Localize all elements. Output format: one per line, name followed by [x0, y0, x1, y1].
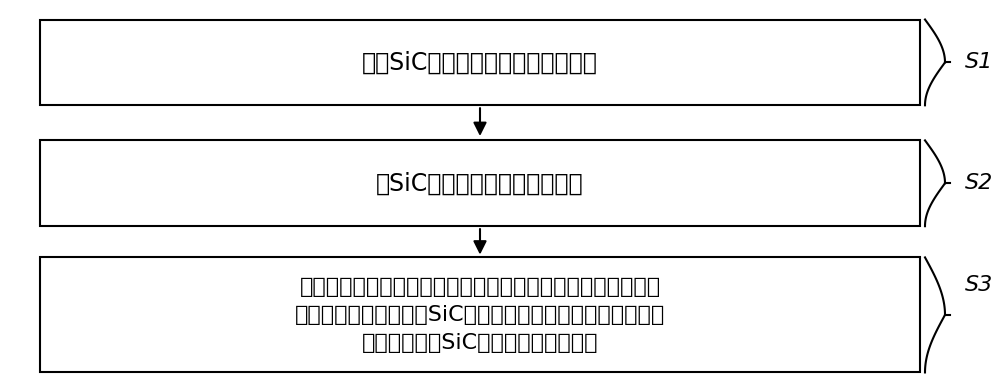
Text: 获取SiC半导体片材的表面温度信息: 获取SiC半导体片材的表面温度信息: [362, 50, 598, 74]
Bar: [40, 140, 920, 226]
Text: 在表面温度信息达到预设的第一温度阈值时，利用低于单晶硅
熔点温度的加热温度对SiC半导体片材进行移动性的电子束加
热，直至完成SiC半导体片材退火处理: 在表面温度信息达到预设的第一温度阈值时，利用低于单晶硅 熔点温度的加热温度对Si…: [295, 277, 665, 353]
Text: S1: S1: [965, 52, 993, 73]
Bar: [40, 257, 920, 372]
Bar: [40, 20, 920, 105]
Text: 对SiC半导体片材进行微波加热: 对SiC半导体片材进行微波加热: [376, 171, 584, 195]
Text: S2: S2: [965, 173, 993, 193]
Text: S3: S3: [965, 275, 993, 295]
